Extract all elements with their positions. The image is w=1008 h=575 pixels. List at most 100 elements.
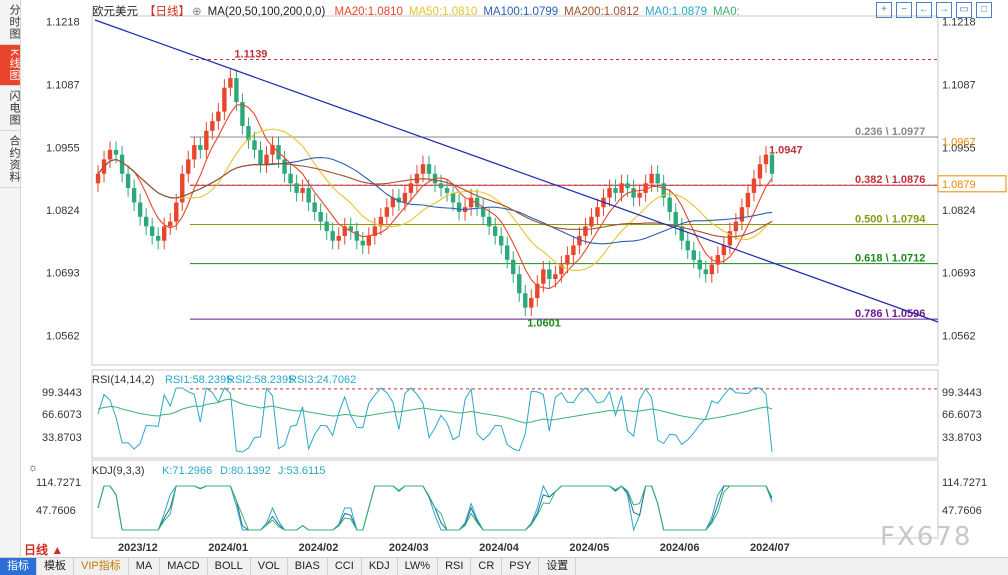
candle-body <box>342 226 347 236</box>
candle-body <box>709 264 715 275</box>
current-price-tag: 1.0879 <box>942 179 976 191</box>
chart-canvas[interactable]: 1.1218 1.1218 1.1087 1.1087 1.0955 1.0955 1.08… <box>0 0 1008 557</box>
candle-body <box>222 87 227 112</box>
kdj-tick-left: 114.7271 <box>36 477 81 489</box>
tab-4[interactable]: MACD <box>160 558 208 575</box>
candle-body <box>125 173 131 189</box>
price-tick-left: 1.0824 <box>46 205 80 217</box>
candle-body <box>354 231 359 241</box>
plus-icon[interactable]: + <box>876 2 892 18</box>
kdj-label: KDJ(9,3,3) <box>92 465 145 477</box>
candle-body <box>727 231 733 246</box>
rail-tab-flash[interactable]: 闪电图 <box>0 86 20 132</box>
tab-12[interactable]: CR <box>471 558 503 575</box>
candle-body <box>378 216 384 227</box>
tab-1[interactable]: 模板 <box>37 558 74 575</box>
tab-14[interactable]: 设置 <box>539 558 577 575</box>
candle-body <box>288 173 293 184</box>
settings-icon[interactable]: ⊕ <box>192 6 202 18</box>
tab-11[interactable]: RSI <box>438 558 472 575</box>
tab-13[interactable]: PSY <box>502 558 540 575</box>
price-tick-right: 1.0955 <box>942 142 976 154</box>
high-marker: 1.1139 <box>234 49 267 61</box>
candle-body <box>312 202 317 213</box>
tab-3[interactable]: MA <box>129 558 161 575</box>
price-tick-right: 1.0693 <box>942 268 976 280</box>
minus-icon[interactable]: − <box>896 2 912 18</box>
rsi-line-2 <box>97 398 773 424</box>
candle-body <box>360 240 365 246</box>
candle-body <box>577 235 582 246</box>
candle-body <box>643 183 648 193</box>
candle-body <box>198 145 203 150</box>
tab-8[interactable]: CCI <box>328 558 362 575</box>
window-icon[interactable]: ▭ <box>956 2 972 18</box>
candle-body <box>252 140 257 150</box>
x-tick-label: 2024/07 <box>750 542 790 554</box>
candle-body <box>655 173 660 184</box>
candle-body <box>685 240 690 251</box>
rsi-value: RSI2:58.2395 <box>227 374 294 386</box>
candle-body <box>155 235 161 241</box>
tab-0[interactable]: 指标 <box>0 558 37 575</box>
ma-legend-item: MA0:1.0879 <box>644 6 707 18</box>
trend-line <box>94 19 939 323</box>
candle-body <box>228 78 233 88</box>
price-tick-right: 1.1218 <box>942 17 976 29</box>
candle-body <box>745 192 751 208</box>
rsi-tick-right: 99.3443 <box>942 387 982 399</box>
price-tick-right: 1.0824 <box>942 205 976 217</box>
candle-body <box>541 269 546 284</box>
ma20-line <box>97 103 773 290</box>
candle-body <box>697 259 702 270</box>
candle-body <box>769 154 775 174</box>
candle-body <box>318 212 323 222</box>
last-high-marker: 1.0947 <box>769 144 803 156</box>
price-panel-border <box>91 15 939 366</box>
price-tick-left: 1.0693 <box>46 268 80 280</box>
x-tick-label: 2024/03 <box>389 542 429 554</box>
candle-body <box>384 207 390 217</box>
candle-body <box>192 145 197 160</box>
tab-10[interactable]: LW% <box>398 558 439 575</box>
candle-body <box>517 274 522 294</box>
right-arrow-icon[interactable]: → <box>936 2 952 18</box>
left-arrow-icon[interactable]: ← <box>916 2 932 18</box>
rsi-tick-left: 99.3443 <box>42 387 82 399</box>
square-icon[interactable]: □ <box>976 2 992 18</box>
candle-body <box>535 283 540 299</box>
tab-5[interactable]: BOLL <box>208 558 251 575</box>
indicator-tabbar: 指标 模板 VIP指标 MA MACD BOLL VOL BIAS CCI KDJ LW% RSI CR… <box>0 557 1008 575</box>
tab-9[interactable]: KDJ <box>362 558 398 575</box>
rail-tab-timeline[interactable]: 分时图 <box>0 0 20 45</box>
candle-body <box>107 149 113 160</box>
candle-body <box>113 149 119 155</box>
candle-body <box>547 269 552 279</box>
candle-body <box>306 188 311 203</box>
x-tick-label: 2024/02 <box>299 542 339 554</box>
rsi-tick-left: 66.6073 <box>42 409 82 421</box>
kdj-line-2 <box>97 485 773 531</box>
candle-body <box>234 78 239 103</box>
candle-body <box>330 231 335 241</box>
candle-body <box>505 245 510 260</box>
rail-tab-kline[interactable]: K线图 <box>0 45 20 87</box>
tab-7[interactable]: BIAS <box>288 558 328 575</box>
candle-body <box>119 154 125 174</box>
period-button[interactable]: 日线 ▲ <box>24 543 64 557</box>
tab-6[interactable]: VOL <box>251 558 288 575</box>
ma-legend-item: MA100:1.0799 <box>483 6 559 18</box>
candle-body <box>474 197 480 208</box>
rail-tab-contract[interactable]: 合约资料 <box>0 131 20 189</box>
left-rail: 分时图 K线图 闪电图 合约资料 <box>0 0 21 557</box>
low-marker: 1.0601 <box>527 318 561 330</box>
candle-body <box>456 202 462 213</box>
price-tag-right: 1.0967 <box>942 137 976 149</box>
candle-body <box>565 255 570 265</box>
candle-body <box>95 173 101 184</box>
candle-body <box>613 188 618 193</box>
candle-body <box>649 173 654 184</box>
price-tick-left: 1.1087 <box>46 79 80 91</box>
tab-2[interactable]: VIP指标 <box>74 558 129 575</box>
candle-body <box>589 216 594 227</box>
